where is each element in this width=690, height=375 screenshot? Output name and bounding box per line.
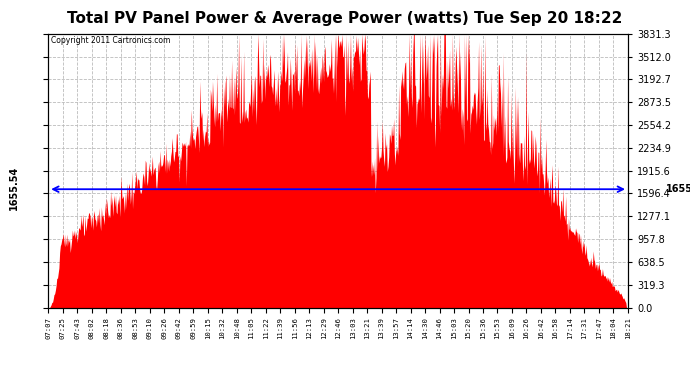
Text: Copyright 2011 Cartronics.com: Copyright 2011 Cartronics.com: [51, 36, 170, 45]
Text: Total PV Panel Power & Average Power (watts) Tue Sep 20 18:22: Total PV Panel Power & Average Power (wa…: [68, 11, 622, 26]
Text: 1655.54: 1655.54: [666, 184, 690, 194]
Text: 1655.54: 1655.54: [9, 165, 19, 210]
